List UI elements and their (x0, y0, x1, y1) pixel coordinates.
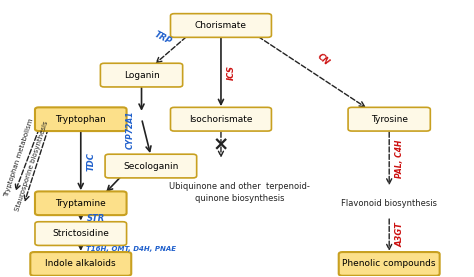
Text: Tryptophan metabolism: Tryptophan metabolism (3, 118, 35, 198)
FancyBboxPatch shape (105, 154, 197, 178)
Text: Phenolic compounds: Phenolic compounds (342, 259, 436, 268)
Text: TDC: TDC (86, 153, 95, 171)
Text: A3GT: A3GT (395, 222, 404, 247)
Text: CN: CN (315, 51, 331, 67)
Text: Indole alkaloids: Indole alkaloids (46, 259, 116, 268)
FancyBboxPatch shape (35, 107, 127, 131)
Text: Staurosporine biosynthesis: Staurosporine biosynthesis (14, 120, 49, 212)
Text: Flavonoid biosynthesis: Flavonoid biosynthesis (341, 199, 437, 208)
Text: Secologanin: Secologanin (123, 161, 179, 171)
FancyBboxPatch shape (348, 107, 430, 131)
Text: STR: STR (86, 214, 105, 223)
Text: Ubiquinone and other  terpenoid-
quinone biosynthesis: Ubiquinone and other terpenoid- quinone … (169, 182, 310, 203)
FancyBboxPatch shape (171, 14, 272, 37)
Text: Tryptamine: Tryptamine (55, 199, 106, 208)
Text: Isochorismate: Isochorismate (189, 115, 253, 124)
Text: ICS: ICS (227, 65, 236, 80)
FancyBboxPatch shape (339, 252, 440, 276)
FancyBboxPatch shape (100, 63, 182, 87)
Text: ×: × (213, 135, 229, 154)
Text: TRP: TRP (153, 30, 173, 46)
Text: Tryptophan: Tryptophan (55, 115, 106, 124)
FancyBboxPatch shape (171, 107, 272, 131)
FancyBboxPatch shape (35, 191, 127, 215)
Text: T16H, OMT, D4H, PNAE: T16H, OMT, D4H, PNAE (86, 246, 176, 252)
Text: Chorismate: Chorismate (195, 21, 247, 30)
FancyBboxPatch shape (30, 252, 131, 276)
Text: Loganin: Loganin (124, 71, 159, 79)
Text: Strictosidine: Strictosidine (52, 229, 109, 238)
FancyBboxPatch shape (35, 222, 127, 245)
Text: PAL, C4H: PAL, C4H (395, 139, 404, 178)
Text: CYP72A1: CYP72A1 (126, 111, 135, 149)
Text: Tyrosine: Tyrosine (371, 115, 408, 124)
